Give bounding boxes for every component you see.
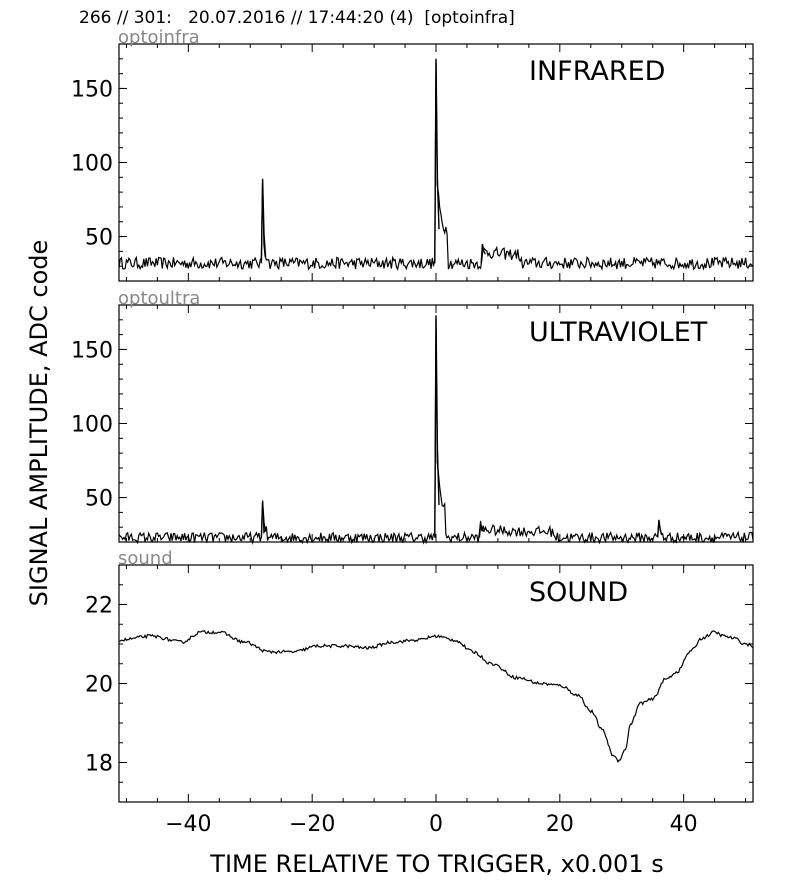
panel-title-infrared: INFRARED: [529, 56, 665, 87]
peak-mark-ultraviolet: [260, 501, 267, 538]
page-title: 266 // 301: 20.07.2016 // 17:44:20 (4) […: [79, 8, 515, 28]
y-tick-label: 18: [85, 752, 113, 777]
y-tick-label: 100: [71, 152, 113, 177]
y-tick-label: 150: [71, 77, 113, 102]
channel-label-infrared: optoinfra: [118, 27, 200, 48]
panel-frame-sound: [118, 564, 754, 803]
x-tick-label: −20: [289, 812, 335, 837]
peak-mark-ultraviolet: [478, 524, 485, 538]
panel-title-sound: SOUND: [529, 577, 628, 608]
y-tick-label: 50: [85, 226, 113, 251]
panel-title-ultraviolet: ULTRAVIOLET: [529, 317, 708, 348]
peak-mark-infrared: [434, 58, 440, 264]
series-line-sound: [118, 629, 754, 763]
x-axis-label: TIME RELATIVE TO TRIGGER, x0.001 s: [209, 850, 663, 878]
channel-label-ultraviolet: optoultra: [118, 288, 200, 309]
peak-mark-infrared: [260, 178, 267, 264]
y-tick-label: 20: [85, 673, 113, 698]
y-tick-label: 100: [71, 413, 113, 438]
y-axis-label: SIGNAL AMPLITUDE, ADC code: [25, 240, 53, 607]
channel-label-sound: sound: [118, 548, 173, 569]
x-tick-label: 20: [546, 812, 574, 837]
x-tick-label: −40: [165, 812, 211, 837]
peak-mark-ultraviolet: [657, 519, 663, 538]
panels-group: optoinfra INFRARED 50 100 150 optoultra ULTRAV…: [71, 27, 754, 837]
x-tick-label: 0: [429, 812, 443, 837]
y-tick-label: 150: [71, 338, 113, 363]
x-tick-label: 40: [670, 812, 698, 837]
peak-mark-infrared: [480, 243, 487, 264]
y-tick-label: 22: [85, 594, 113, 619]
peak-mark-ultraviolet: [434, 315, 440, 538]
y-tick-label: 50: [85, 487, 113, 512]
